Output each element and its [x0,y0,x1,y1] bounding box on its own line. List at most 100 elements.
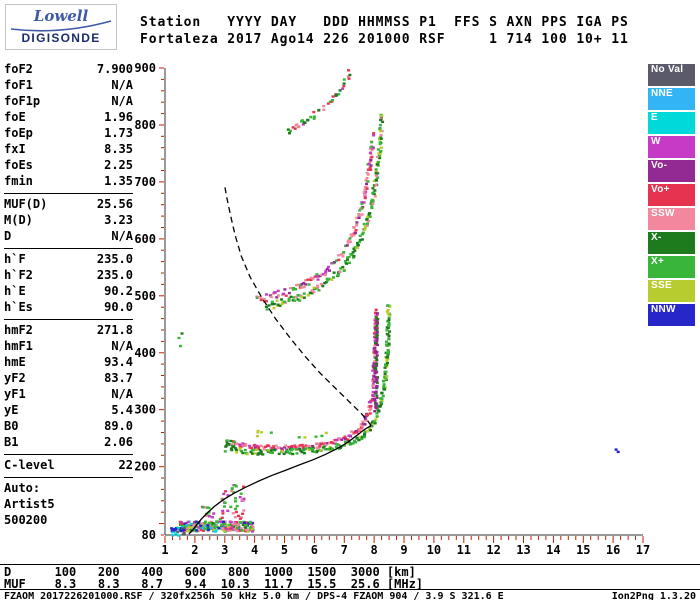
legend-item-x-: X- [648,232,695,254]
param-row: yF2 83.7 [4,371,133,387]
legend-item-sse: SSE [648,280,695,302]
x-axis-labels: 1 2 3 4 5 6 7 8 9 10 11 12 13 14 15 16 17 [161,543,650,557]
param-row: foF2 7.900 [4,62,133,78]
legend-item-vo-: Vo+ [648,184,695,206]
param-row: hmF2 271.8 [4,323,133,339]
param-label: foF1p [4,94,41,108]
topside-profile-line [224,186,372,427]
svg-text:5: 5 [281,543,288,557]
param-row: foEp 1.73 [4,126,133,142]
svg-text:80: 80 [142,528,156,542]
param-value: 235.0 [96,252,133,266]
lowell-wordmark: Lowell [33,7,89,25]
svg-text:8: 8 [370,543,377,557]
param-label: foE [4,110,26,124]
param-row: foEs 2.25 [4,158,133,174]
svg-text:800: 800 [134,118,156,132]
svg-text:9: 9 [400,543,407,557]
digisonde-wordmark: DIGISONDE [21,31,101,45]
legend-item-vo-: Vo- [648,160,695,182]
svg-text:400: 400 [134,346,156,360]
param-row: M(D) 3.23 [4,213,133,229]
logo-swoosh-icon [10,20,112,32]
param-row: fmin 1.35 [4,174,133,190]
param-row: B1 2.06 [4,435,133,451]
param-value: 93.4 [104,355,133,369]
echo-traces [230,69,392,456]
true-height-profile-line [188,425,372,535]
param-label: yF1 [4,387,26,401]
distance-row: D 100 200 400 600 800 1000 1500 3000 [km… [4,565,416,579]
param-label: B0 [4,419,19,433]
svg-text:200: 200 [134,460,156,474]
svg-text:900: 900 [134,61,156,75]
param-label: foF1 [4,78,33,92]
svg-text:600: 600 [134,232,156,246]
param-row: B0 89.0 [4,419,133,435]
svg-text:3: 3 [221,543,228,557]
param-value: N/A [111,229,133,243]
svg-text:500: 500 [134,289,156,303]
svg-text:10: 10 [427,543,441,557]
svg-text:14: 14 [546,543,560,557]
svg-text:4: 4 [251,543,258,557]
svg-text:7: 7 [341,543,348,557]
param-label: M(D) [4,213,33,227]
legend-item-x-: X+ [648,256,695,278]
svg-text:700: 700 [134,175,156,189]
legend-item-ssw: SSW [648,208,695,230]
param-value: 89.0 [104,419,133,433]
param-label: h`Es [4,300,33,314]
param-label: h`E [4,284,26,298]
svg-text:15: 15 [576,543,590,557]
param-value: 8.35 [104,142,133,156]
param-value: 1.96 [104,110,133,124]
muf-row: MUF 8.3 8.3 8.7 9.4 10.3 11.7 15.5 25.6 … [4,577,424,591]
param-value: N/A [111,78,133,92]
param-value: 83.7 [104,371,133,385]
param-value: 2.25 [104,158,133,172]
param-label: B1 [4,435,19,449]
param-row: foE 1.96 [4,110,133,126]
param-value: 235.0 [96,268,133,282]
param-row: D N/A [4,229,133,245]
axes [159,67,644,543]
autoscaling-info: Auto: [4,481,41,495]
separator-line [4,477,133,478]
separator-line [4,319,133,320]
param-value: 1.35 [104,174,133,188]
param-value: 271.8 [96,323,133,337]
param-label: foEs [4,158,33,172]
header-columns: Station YYYY DAY DDD HHMMSS P1 FFS S AXN… [140,15,629,30]
param-value: N/A [111,94,133,108]
param-value: 25.56 [96,197,133,211]
status-bar: FZAOM_2017226201000.RSF / 320fx256h 50 k… [0,589,700,600]
param-label: foF2 [4,62,33,76]
param-label: hmE [4,355,26,369]
param-label: h`F [4,252,26,266]
param-row: h`F2 235.0 [4,268,133,284]
legend-item-e: E [648,112,695,134]
param-label: h`F2 [4,268,33,282]
param-label: hmF2 [4,323,33,337]
param-row: hmF1 N/A [4,339,133,355]
param-label: D [4,229,12,243]
param-row: foF1p N/A [4,94,133,110]
param-value: 7.900 [96,62,133,76]
legend-item-no-val: No Val [648,64,695,86]
separator-line [4,193,133,194]
param-row: foF1 N/A [4,78,133,94]
param-label: yF2 [4,371,26,385]
svg-text:17: 17 [636,543,650,557]
svg-text:11: 11 [457,543,471,557]
param-label: hmF1 [4,339,33,353]
legend-item-w: W [648,136,695,158]
svg-text:6: 6 [311,543,318,557]
y-axis-labels: 900 800 700 600 500 400 300 200 80 [134,61,156,542]
legend-item-nne: NNE [648,88,695,110]
separator-line [4,454,133,455]
param-row: C-level 22 [4,458,133,474]
status-filename: FZAOM_2017226201000.RSF / 320fx256h 50 k… [4,591,504,600]
